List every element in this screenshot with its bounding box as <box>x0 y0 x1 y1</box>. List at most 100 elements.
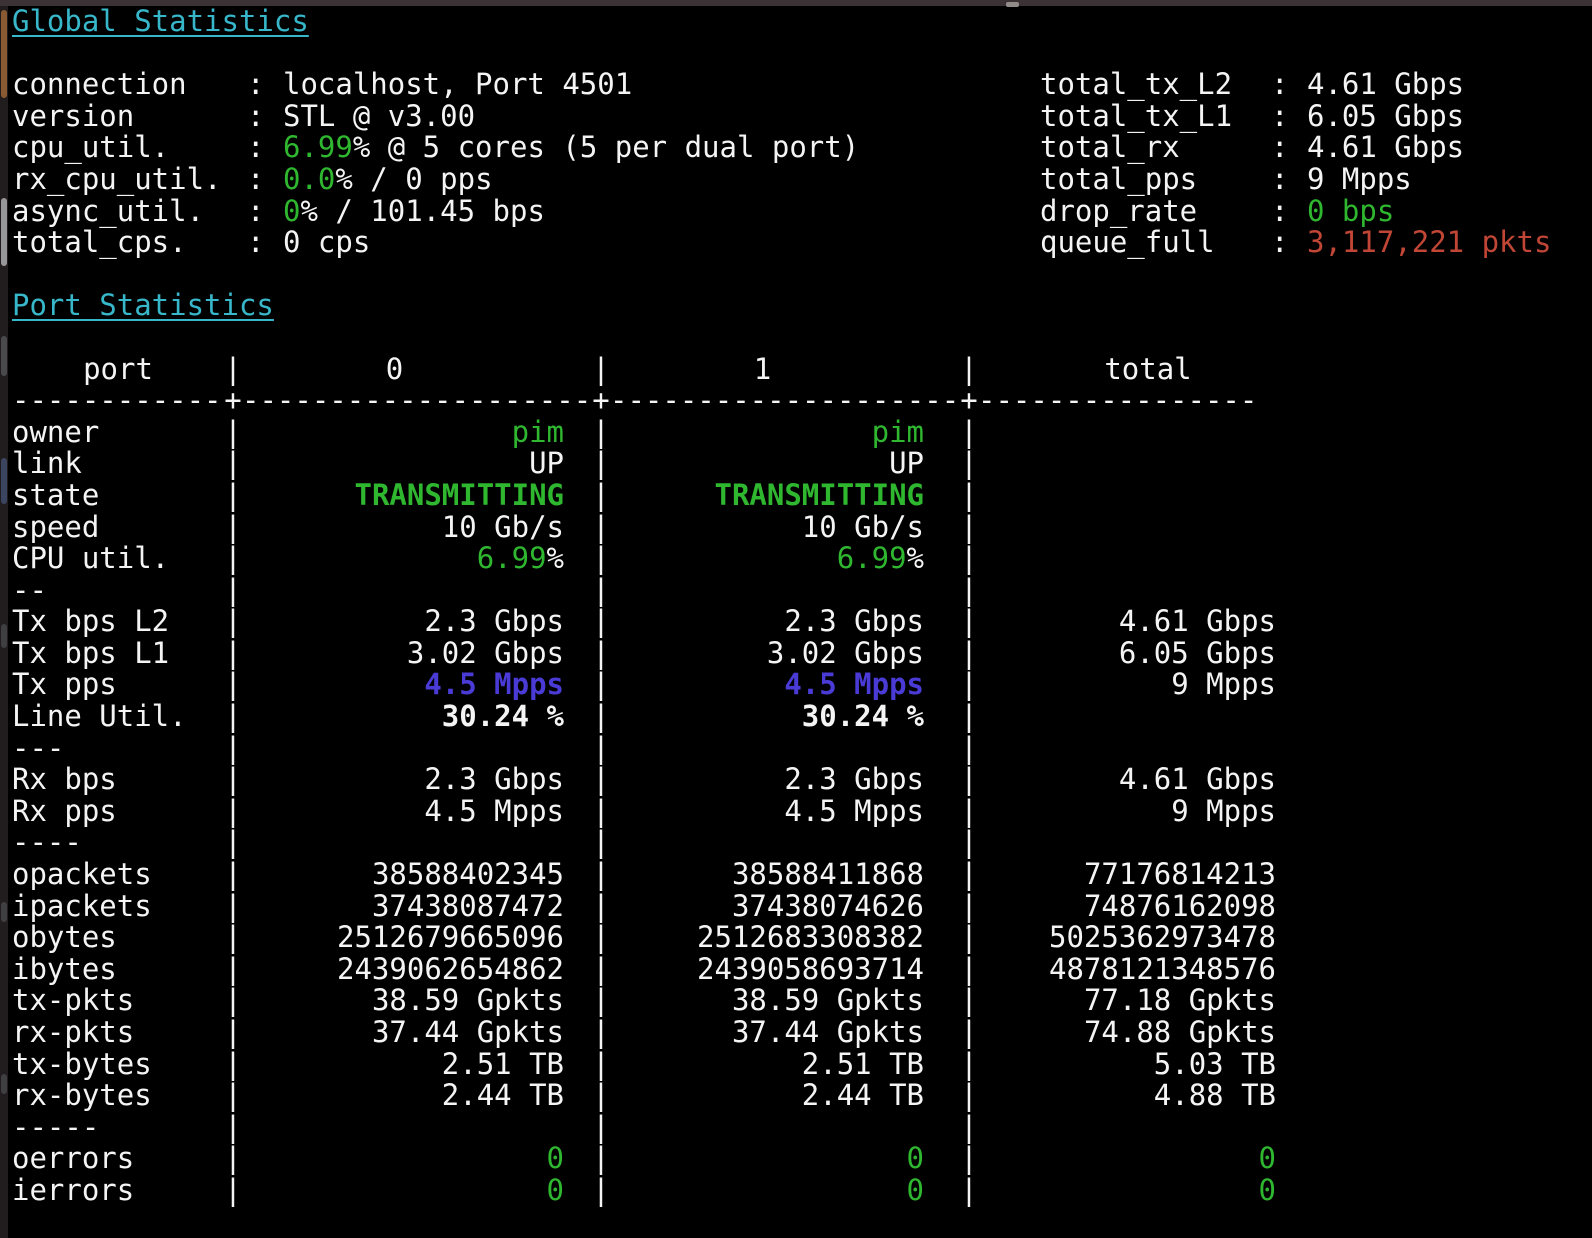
stat-value: 0 bps <box>1307 193 1395 228</box>
stat-value: 0.0% / 0 pps <box>283 163 493 196</box>
column-separator: | <box>224 446 242 481</box>
cell-total: 0 <box>1258 1141 1276 1176</box>
cell-port1: 10 Gb/s <box>801 509 924 544</box>
cell-port1: 3.02 Gbps <box>766 635 924 670</box>
column-separator: | <box>960 1015 978 1049</box>
table-row-rx-pps: Rx pps | 4.5 Mpps | 4.5 Mpps | 9 Mpps <box>12 793 1592 828</box>
stat-label: queue_full <box>1040 225 1215 260</box>
table-row-tx-pkts: tx-pkts | 38.59 Gpkts | 38.59 Gpkts | 77… <box>12 985 1592 1017</box>
column-separator: | <box>592 635 610 670</box>
cell-total <box>978 701 1288 733</box>
scroll-mark-orange <box>1 10 7 98</box>
stat-row-total-tx-l2: total_tx_L2 : 4.61 Gbps <box>1040 69 1551 101</box>
cpu-value: 6.99 <box>836 541 907 576</box>
scroll-mark-grey <box>1 1074 7 1094</box>
cell-port1: 2.51 TB <box>801 1046 924 1081</box>
table-row-separator: ---- | | | <box>12 827 1592 859</box>
table-row-opackets: opackets | 38588402345 | 38588411868 | 7… <box>12 857 1592 892</box>
table-row-oerrors: oerrors | 0 | 0 | 0 <box>12 1143 1592 1175</box>
global-statistics-header-row: Global Statistics <box>12 5 1592 38</box>
cell-port0: 6.99% <box>242 541 592 576</box>
row-label: ---- <box>12 825 82 860</box>
column-separator: | <box>224 1015 242 1049</box>
column-separator: | <box>592 572 610 607</box>
stat-label: total_cps. <box>12 225 187 260</box>
cell-port0: 38.59 Gpkts <box>371 983 564 1018</box>
percent-sign: % <box>906 541 924 576</box>
column-separator: | <box>224 635 242 670</box>
cell-port0: 4.5 Mpps <box>424 793 564 828</box>
ruler-dashes: -------------------- <box>610 383 960 418</box>
column-separator: | <box>224 667 242 702</box>
cell-port1: 0 <box>906 1141 924 1176</box>
column-separator: | <box>960 1078 978 1113</box>
stat-row-total-rx: total_rx : 4.61 Gbps <box>1040 132 1551 164</box>
row-label: ibytes <box>12 951 117 986</box>
cell-total: 5025362973478 <box>1049 920 1276 955</box>
colon-separator: : <box>247 67 265 102</box>
stat-label: version <box>12 98 135 133</box>
stat-label: rx_cpu_util. <box>12 161 222 196</box>
cell-port1: 4.5 Mpps <box>784 793 924 828</box>
cell-total: 4.88 TB <box>1153 1078 1276 1113</box>
row-label: --- <box>12 730 65 765</box>
colon-separator: : <box>1271 67 1289 102</box>
column-separator: | <box>592 793 610 828</box>
table-header-row: port | 0 | 1 | total <box>12 351 1592 386</box>
column-separator: | <box>592 541 610 576</box>
stat-row-drop-rate: drop_rate : 0 bps <box>1040 193 1551 228</box>
ruler-junction: + <box>592 383 610 418</box>
row-label: obytes <box>12 920 117 955</box>
column-separator: | <box>960 509 978 544</box>
cell-port1: 38588411868 <box>731 857 924 892</box>
stat-label: drop_rate <box>1040 193 1198 228</box>
column-separator: | <box>224 572 242 607</box>
table-row-ierrors: ierrors | 0 | 0 | 0 <box>12 1172 1592 1207</box>
colon-separator: : <box>1271 193 1289 228</box>
cell-total <box>978 575 1288 607</box>
cell-port0: 2.3 Gbps <box>424 762 564 797</box>
column-separator: | <box>592 1141 610 1176</box>
stat-label: connection <box>12 67 187 102</box>
scrollbar-thumb[interactable] <box>1006 2 1019 7</box>
cell-port1: 38.59 Gpkts <box>731 983 924 1018</box>
column-separator: | <box>224 762 242 797</box>
stat-value: 6.05 Gbps <box>1307 98 1465 133</box>
cell-port0: 2439062654862 <box>337 951 564 986</box>
table-row-separator: -- | | | <box>12 572 1592 607</box>
column-separator: | <box>960 699 978 734</box>
row-label: oerrors <box>12 1141 135 1176</box>
column-separator: | <box>960 446 978 481</box>
stat-label: cpu_util. <box>12 130 170 165</box>
table-row-line-util: Line Util. | 30.24 % | 30.24 % | <box>12 699 1592 734</box>
cell-total <box>978 543 1288 575</box>
header-total: total <box>1104 351 1192 386</box>
ruler-junction: + <box>960 383 978 418</box>
column-separator: | <box>960 1172 978 1207</box>
table-row-tx-bytes: tx-bytes | 2.51 TB | 2.51 TB | 5.03 TB <box>12 1046 1592 1081</box>
row-label: Line Util. <box>12 699 187 734</box>
stat-value: 6.99% @ 5 cores (5 per dual port) <box>283 132 859 164</box>
column-separator: | <box>960 477 978 512</box>
global-right-column: total_tx_L2 : 4.61 Gbps total_tx_L1 : 6.… <box>1040 69 1551 259</box>
column-separator: | <box>592 951 610 986</box>
cpu-value: 6.99 <box>476 541 547 576</box>
column-separator: | <box>224 951 242 986</box>
stat-label: async_util. <box>12 193 205 228</box>
table-row-tx-bps-l1: Tx bps L1 | 3.02 Gbps | 3.02 Gbps | 6.05… <box>12 635 1592 670</box>
stat-row-rx-cpu-util: rx_cpu_util. : 0.0% / 0 pps <box>12 161 1040 196</box>
row-label: -- <box>12 572 47 607</box>
cell-port0 <box>242 733 592 765</box>
ruler-dashes: -------------------- <box>242 383 592 418</box>
column-separator: | <box>224 699 242 734</box>
table-row-rx-pkts: rx-pkts | 37.44 Gpkts | 37.44 Gpkts | 74… <box>12 1015 1592 1049</box>
stat-label: total_pps <box>1040 161 1198 196</box>
cell-port1: 2.44 TB <box>801 1078 924 1113</box>
blank-line <box>12 259 1592 291</box>
column-separator: | <box>592 667 610 702</box>
cell-port1: 37438074626 <box>731 888 924 923</box>
stat-value: 9 Mpps <box>1307 161 1412 196</box>
column-separator: | <box>224 920 242 955</box>
column-separator: | <box>592 825 610 860</box>
cell-port0: 2512679665096 <box>337 920 564 955</box>
